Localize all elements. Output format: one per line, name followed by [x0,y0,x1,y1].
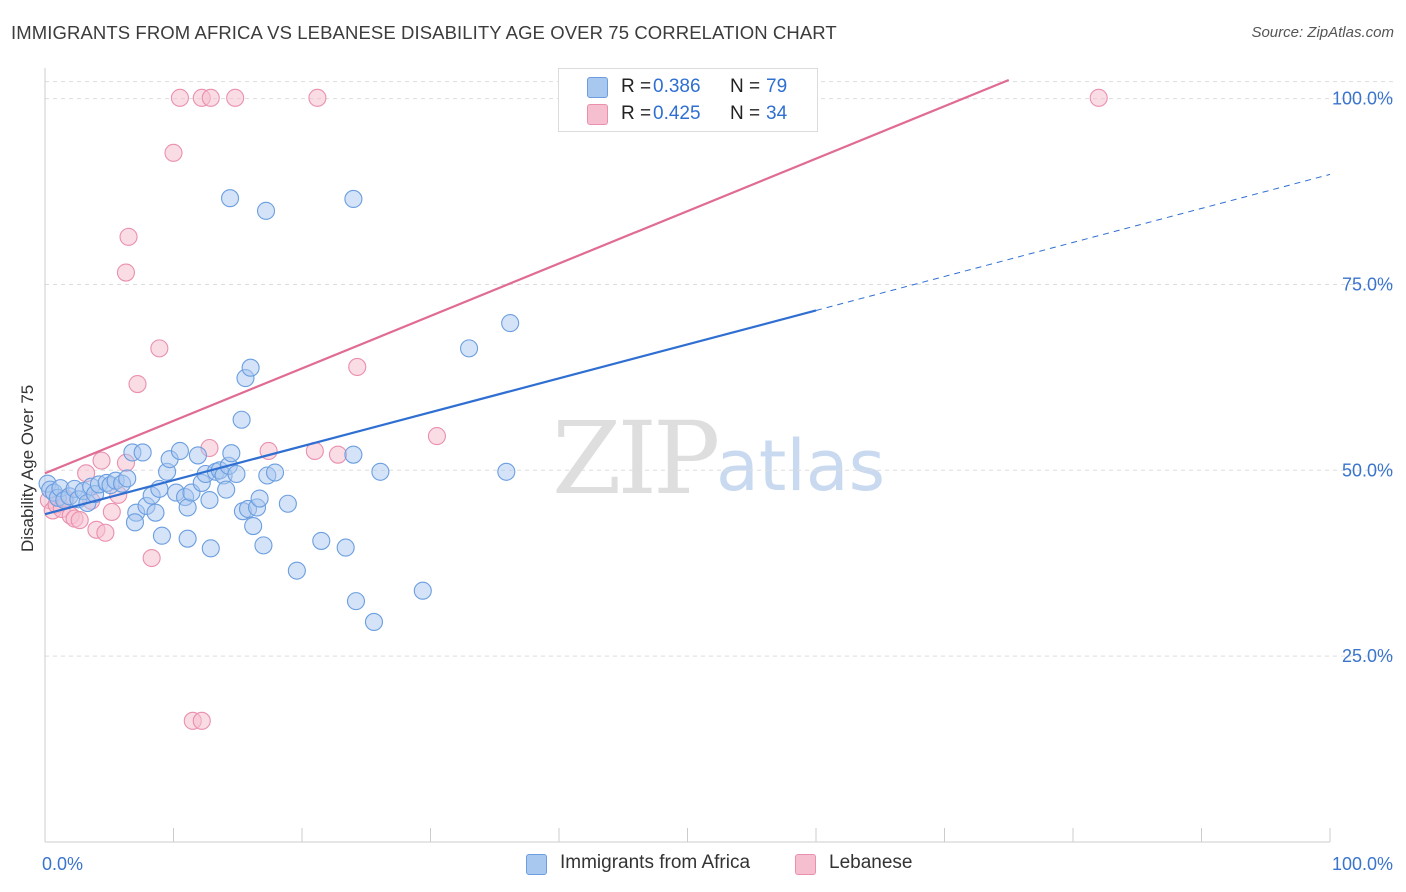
data-point-africa [125,513,144,532]
data-point-lebanese [119,227,138,246]
data-point-africa [312,531,331,550]
data-point-lebanese [164,143,183,162]
data-point-lebanese [427,427,446,446]
data-point-africa [241,358,260,377]
x-tick-label: 100.0% [1332,854,1393,874]
data-point-lebanese [170,88,189,107]
bottom-legend-label-africa: Immigrants from Africa [560,852,751,873]
y-tick-label: 50.0% [1342,460,1393,480]
data-point-africa [222,444,241,463]
data-point-lebanese [128,375,147,394]
data-point-africa [346,592,366,611]
trendline-africa-extension [815,173,1331,311]
data-point-africa [152,526,171,545]
data-point-lebanese [1089,88,1108,107]
watermark-atlas: atlas [716,425,886,507]
y-tick-label: 100.0% [1332,89,1393,109]
legend-n-value: 79 [766,76,788,97]
stats-legend: R = 0.386 N = 79 R = 0.425 N = 34 [558,68,818,132]
bottom-legend-label-lebanese: Lebanese [829,852,913,873]
data-point-lebanese [348,357,367,377]
data-point-lebanese [116,263,136,282]
trendline-lebanese [44,78,1010,475]
data-point-lebanese [192,711,211,730]
data-point-lebanese [328,445,348,464]
data-point-africa [133,443,152,462]
source-label: Source: ZipAtlas.com [1251,24,1394,41]
legend-n-label: N = [730,76,761,97]
data-point-africa [178,498,197,517]
data-point-africa [287,561,306,580]
data-point-africa [336,538,355,557]
data-point-africa [278,494,297,513]
data-point-africa [371,462,390,481]
data-point-lebanese [70,511,89,530]
data-point-africa [200,490,219,510]
data-point-lebanese [142,548,161,568]
data-point-africa [344,445,363,464]
legend-swatch-lebanese [587,104,608,125]
data-point-africa [146,503,165,522]
bottom-swatch-africa [526,854,547,875]
legend-r-value: 0.425 [653,103,701,124]
data-point-lebanese [102,502,121,521]
y-tick-label: 25.0% [1342,646,1393,666]
legend-r-value: 0.386 [653,76,701,97]
data-point-africa [188,446,207,465]
data-point-africa [244,516,263,536]
bottom-swatch-lebanese [795,854,816,875]
legend-r-label: R = [621,103,652,124]
data-point-africa [254,536,273,555]
legend-n-value: 34 [766,103,788,124]
data-point-africa [364,612,384,631]
data-point-africa [201,539,220,558]
data-point-africa [459,339,479,358]
legend-n-label: N = [730,103,761,124]
data-point-africa [217,480,236,499]
data-point-lebanese [96,523,115,542]
legend-row-africa: R = 0.386 N = 79 [559,73,817,101]
data-point-lebanese [201,88,220,107]
data-point-africa [220,189,240,208]
data-point-lebanese [150,339,169,358]
data-point-africa [232,410,251,429]
data-point-africa [501,314,520,333]
data-point-africa [344,189,363,208]
data-point-africa [265,463,285,482]
data-point-africa [178,529,197,548]
legend-r-label: R = [621,76,652,97]
x-tick-label: 0.0% [42,854,83,874]
y-axis-label: Disability Age Over 75 [18,384,37,552]
data-point-africa [413,581,432,600]
data-point-africa [170,441,189,461]
trendline-africa [44,309,817,516]
legend-row-lebanese: R = 0.425 N = 34 [559,100,817,128]
data-point-africa [227,464,246,484]
data-point-lebanese [92,451,111,470]
y-tick-label: 75.0% [1342,274,1393,294]
data-point-africa [118,469,137,488]
data-point-africa [256,201,276,220]
watermark-zip: ZIP [552,400,720,517]
data-point-africa [250,489,269,508]
legend-swatch-africa [587,77,608,98]
data-point-lebanese [226,88,245,107]
data-point-lebanese [308,88,327,107]
data-point-africa [497,462,516,481]
chart-title: IMMIGRANTS FROM AFRICA VS LEBANESE DISAB… [11,22,837,43]
